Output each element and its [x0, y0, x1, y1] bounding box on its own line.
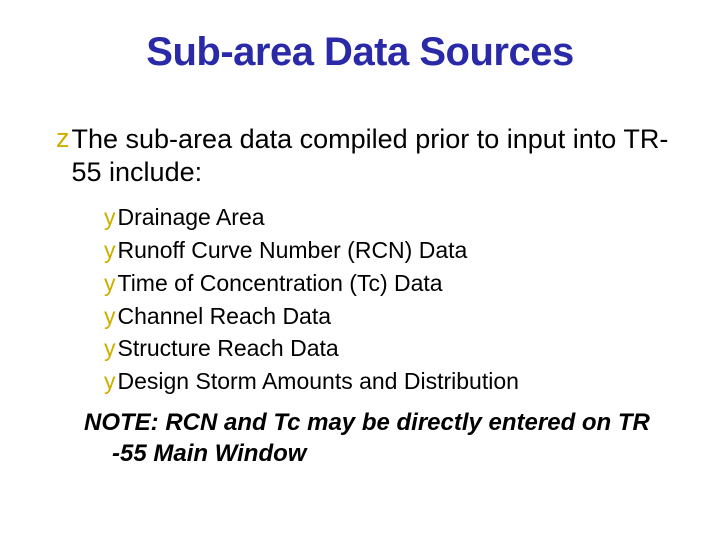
bullet-glyph-lvl2: y	[104, 236, 116, 266]
bullet-text-lvl1: The sub-area data compiled prior to inpu…	[72, 123, 673, 189]
bullet-glyph-lvl2: y	[104, 203, 116, 233]
bullet-glyph-lvl2: y	[104, 269, 116, 299]
bullet-text-lvl2: Runoff Curve Number (RCN) Data	[118, 236, 468, 266]
note-line1: NOTE: RCN and Tc may be directly entered…	[84, 407, 672, 438]
bullet-text-lvl2: Channel Reach Data	[118, 302, 332, 332]
bullet-text-lvl2: Design Storm Amounts and Distribution	[118, 367, 519, 397]
note-text: NOTE: RCN and Tc may be directly entered…	[48, 407, 672, 469]
note-line2: -55 Main Window	[84, 438, 672, 469]
slide: Sub-area Data Sources z The sub-area dat…	[0, 0, 720, 540]
bullet-level2: y Design Storm Amounts and Distribution	[104, 367, 672, 397]
bullet-glyph-lvl1: z	[56, 123, 70, 154]
bullet-level2: y Channel Reach Data	[104, 302, 672, 332]
bullet-level2: y Structure Reach Data	[104, 334, 672, 364]
bullet-level2: y Time of Concentration (Tc) Data	[104, 269, 672, 299]
slide-title: Sub-area Data Sources	[48, 30, 672, 75]
bullet-glyph-lvl2: y	[104, 334, 116, 364]
bullet-glyph-lvl2: y	[104, 367, 116, 397]
bullet-text-lvl2: Time of Concentration (Tc) Data	[118, 269, 443, 299]
bullet-level2: y Drainage Area	[104, 203, 672, 233]
bullet-text-lvl2: Structure Reach Data	[118, 334, 339, 364]
bullet-text-lvl2: Drainage Area	[118, 203, 265, 233]
bullet-level1: z The sub-area data compiled prior to in…	[48, 123, 672, 189]
bullet-level2: y Runoff Curve Number (RCN) Data	[104, 236, 672, 266]
bullet-glyph-lvl2: y	[104, 302, 116, 332]
bullet-level2-group: y Drainage Area y Runoff Curve Number (R…	[48, 203, 672, 397]
